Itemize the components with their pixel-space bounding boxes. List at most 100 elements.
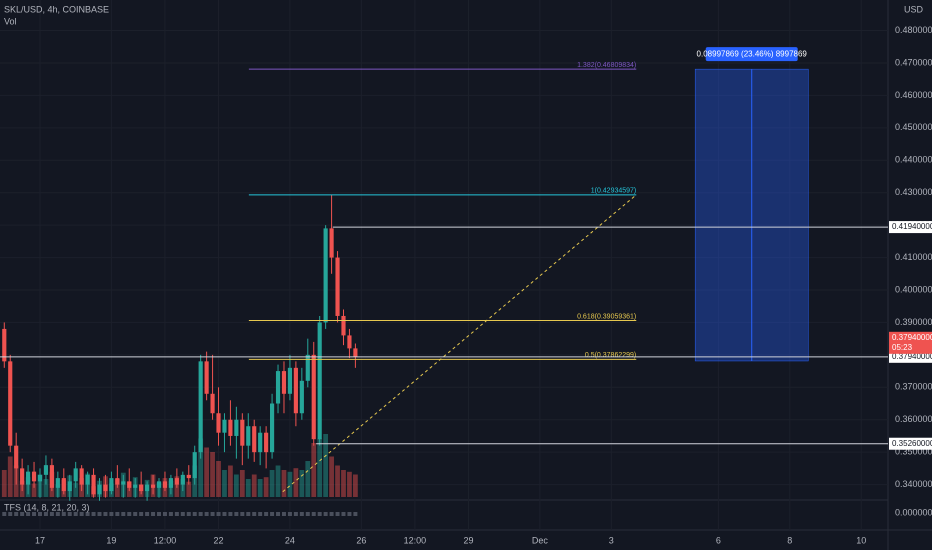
volume-bar (114, 479, 120, 497)
indicator-dot (61, 512, 66, 516)
volume-bar (341, 470, 346, 497)
indicator-dot (55, 512, 60, 516)
indicator-dot (210, 512, 215, 516)
candle-body (204, 361, 209, 394)
candle-body (275, 371, 281, 404)
candle-body (109, 478, 114, 492)
indicator-dot (180, 512, 185, 516)
indicator-dot (133, 512, 138, 516)
volume-bar (317, 438, 323, 497)
volume-bar (311, 443, 317, 497)
candle-body (115, 478, 120, 485)
price-label-bg (889, 437, 932, 450)
fib-label: 0.5(0.37862299) (585, 352, 636, 359)
indicator-dot (317, 512, 322, 516)
volume-bar (43, 479, 49, 497)
candle-body (127, 481, 132, 488)
indicator-dot (341, 512, 346, 516)
price-label: 0.41940000 (892, 222, 932, 231)
position-label-bg (705, 47, 798, 62)
x-tick-label: 17 (35, 535, 45, 545)
candle-body (55, 478, 60, 488)
position-label: 0.08997869 (23.46%) 8997869 (697, 49, 808, 58)
indicator-dot (8, 512, 13, 516)
indicator-dot (198, 512, 203, 516)
x-tick-label: 10 (856, 535, 866, 545)
indicator-dot (49, 512, 54, 516)
volume-bar (228, 465, 233, 497)
candle-body (168, 478, 173, 488)
candle-body (97, 484, 102, 495)
candle-body (353, 348, 358, 357)
candle-body (186, 474, 191, 479)
volume-bar (245, 479, 251, 497)
candle-body (180, 474, 185, 485)
y-tick-label: 0.35000000 (895, 447, 932, 457)
candle-body (264, 432, 269, 453)
x-tick-label: 24 (285, 535, 295, 545)
candle-body (293, 367, 298, 414)
candle-body (162, 481, 168, 488)
candle-body (222, 419, 227, 433)
price-label: 0.35260000 (892, 439, 932, 448)
volume-bar (281, 470, 287, 497)
x-tick-label: 8 (787, 535, 792, 545)
x-tick-label: 19 (106, 535, 116, 545)
indicator-dot (353, 512, 358, 516)
volume-bar (323, 434, 329, 497)
overlay: 0.08997869 (23.46%) 8997869 1.382(0.46809… (0, 47, 888, 493)
indicator-dot (32, 512, 37, 516)
indicator-dot (139, 512, 144, 516)
indicator-dot (204, 512, 209, 516)
indicator-dot (109, 512, 114, 516)
candle-body (156, 481, 162, 488)
indicator-dot (151, 512, 156, 516)
current-price-label: 0.37940000 (892, 333, 932, 342)
indicator-dot (305, 512, 310, 516)
candle-body (240, 419, 245, 446)
volume-label: Vol (4, 16, 17, 26)
indicator-dot (329, 512, 334, 516)
volume-bar (73, 482, 79, 497)
x-tick-label: 12:00 (404, 535, 427, 545)
candle-body (216, 413, 221, 433)
indicator-dot (168, 512, 173, 516)
candle-body (174, 478, 179, 485)
fib-label: 0.618(0.39059361) (577, 313, 636, 320)
volume-bar (287, 471, 293, 497)
fib-label: 1.382(0.46809834) (577, 62, 636, 69)
indicator-dot (145, 512, 150, 516)
y-tick-label: 0.43000000 (895, 187, 932, 197)
volume-bar (31, 483, 37, 497)
volume-bar (216, 461, 221, 497)
indicator-dot (2, 512, 7, 516)
volume-bar (335, 465, 340, 497)
indicator-dot (293, 512, 298, 516)
currency: USD (904, 4, 924, 14)
indicator-dot (43, 512, 48, 516)
x-tick-label: 26 (356, 535, 366, 545)
y-tick-label: 0.48000000 (895, 25, 932, 35)
indicator-label: TFS (14, 8, 21, 20, 3) (4, 502, 90, 512)
candle-body (37, 474, 43, 482)
x-tick-label: 6 (716, 535, 721, 545)
indicator-dot (67, 512, 72, 516)
indicator-dot (216, 512, 221, 516)
volume-bar (251, 474, 257, 497)
indicator-dot (162, 512, 167, 516)
volume-bar (186, 481, 192, 497)
fib-label: 1(0.42934597) (591, 188, 637, 195)
indicator-dot (347, 512, 352, 516)
y-tick-label: 0.47000000 (895, 57, 932, 67)
volume-bar (353, 474, 358, 497)
indicator-dot (240, 512, 245, 516)
x-tick-label: Dec (532, 535, 549, 545)
candle-body (246, 426, 251, 446)
volume-bar (299, 470, 305, 497)
indicator-dot (264, 512, 269, 516)
indicator-dot (270, 512, 275, 516)
candle-body (49, 465, 54, 488)
volume-bar (239, 470, 245, 497)
candle-body (79, 468, 84, 485)
